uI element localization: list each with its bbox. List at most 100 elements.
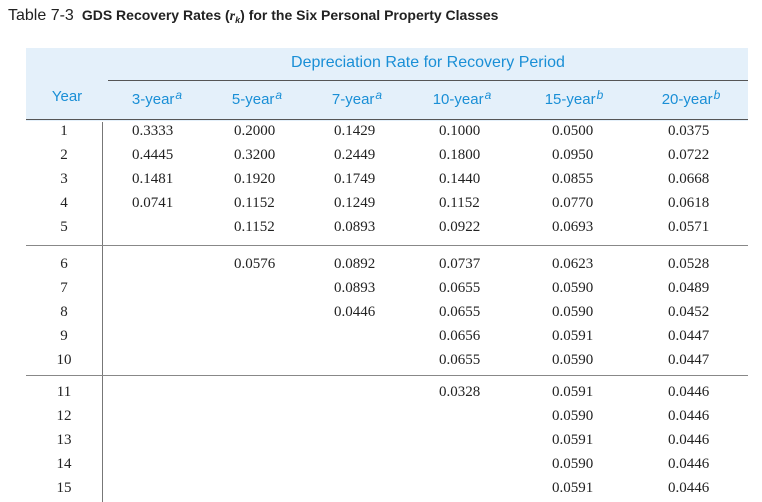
rate-cell: 0.2449 <box>334 147 376 163</box>
spanning-header-rule <box>108 80 748 81</box>
rate-cell: 0.1152 <box>234 195 275 211</box>
year-cell: 2 <box>60 147 68 163</box>
rate-cell: 0.0328 <box>439 384 481 400</box>
rate-cell: 0.0446 <box>668 432 710 448</box>
rate-cell: 0.1749 <box>334 171 376 187</box>
rate-cell: 0.0446 <box>668 456 710 472</box>
rate-cell: 0.0590 <box>552 408 594 424</box>
title-prefix: GDS Recovery Rates ( <box>81 7 230 23</box>
rate-cell: 0.0668 <box>668 171 710 187</box>
rate-cell: 0.0737 <box>439 256 481 272</box>
column-header-15-year: 15-yearb <box>524 88 624 110</box>
year-cell: 15 <box>56 480 72 496</box>
column-header-label: 7-year <box>331 91 375 108</box>
column-header-footnote: a <box>275 88 283 102</box>
rate-cell: 0.0893 <box>334 219 376 235</box>
rate-cell: 0.0591 <box>552 432 594 448</box>
rate-cell: 0.0446 <box>668 384 710 400</box>
rate-cell: 0.0655 <box>439 280 481 296</box>
column-header-3-year: 3-yeara <box>107 88 207 110</box>
title-subscript: k <box>235 15 241 25</box>
rate-cell: 0.0618 <box>668 195 710 211</box>
row-group-divider <box>26 245 748 246</box>
rate-cell: 0.0590 <box>552 280 594 296</box>
rate-cell: 0.0722 <box>668 147 710 163</box>
year-cell: 14 <box>56 456 72 472</box>
table-header-band <box>26 48 748 121</box>
year-cell: 1 <box>60 123 68 139</box>
rate-cell: 0.0590 <box>552 352 594 368</box>
rate-cell: 0.0446 <box>668 408 710 424</box>
row-group-divider <box>26 375 748 376</box>
column-header-label: 15-year <box>544 91 596 108</box>
rate-cell: 0.0655 <box>439 352 481 368</box>
rate-cell: 0.1800 <box>439 147 481 163</box>
title-symbol: r <box>229 9 236 24</box>
column-header-20-year: 20-yearb <box>641 88 741 110</box>
rate-cell: 0.0893 <box>334 280 376 296</box>
rate-cell: 0.0693 <box>552 219 594 235</box>
spanning-header: Depreciation Rate for Recovery Period <box>291 54 565 71</box>
rate-cell: 0.2000 <box>234 123 276 139</box>
rate-cell: 0.0855 <box>552 171 594 187</box>
rate-cell: 0.1440 <box>439 171 481 187</box>
year-column-divider <box>102 122 103 502</box>
table-caption: Table 7-3 GDS Recovery Rates (rk) for the… <box>8 7 498 25</box>
column-header-footnote: a <box>484 88 492 102</box>
title-suffix: ) for the Six Personal Property Classes <box>240 7 499 23</box>
rate-cell: 0.0656 <box>439 328 481 344</box>
table-number: Table 7-3 <box>8 7 74 24</box>
column-header-label: 20-year <box>661 91 713 108</box>
rate-cell: 0.1152 <box>439 195 480 211</box>
rate-cell: 0.0452 <box>668 304 710 320</box>
rate-cell: 0.0770 <box>552 195 594 211</box>
year-cell: 10 <box>56 352 72 368</box>
header-bottom-rule <box>26 119 748 120</box>
rate-cell: 0.1249 <box>334 195 376 211</box>
rate-cell: 0.1152 <box>234 219 275 235</box>
rate-cell: 0.0591 <box>552 480 594 496</box>
rate-cell: 0.0741 <box>132 195 174 211</box>
column-header-label: 3-year <box>131 91 175 108</box>
year-cell: 7 <box>60 280 68 296</box>
year-cell: 11 <box>56 384 72 400</box>
rate-cell: 0.0590 <box>552 304 594 320</box>
year-cell: 3 <box>60 171 68 187</box>
rate-cell: 0.0446 <box>334 304 376 320</box>
rate-cell: 0.0446 <box>668 480 710 496</box>
rate-cell: 0.0528 <box>668 256 710 272</box>
year-cell: 13 <box>56 432 72 448</box>
rate-cell: 0.0591 <box>552 328 594 344</box>
column-header-10-year: 10-yeara <box>412 88 512 110</box>
year-cell: 9 <box>60 328 68 344</box>
column-header-label: 5-year <box>231 91 275 108</box>
column-header-label: 10-year <box>432 91 484 108</box>
column-header-5-year: 5-yeara <box>207 88 307 110</box>
rate-cell: 0.3200 <box>234 147 276 163</box>
rate-cell: 0.0500 <box>552 123 594 139</box>
rate-cell: 0.1920 <box>234 171 276 187</box>
column-header-footnote: a <box>375 88 383 102</box>
table-title: GDS Recovery Rates (rk) for the Six Pers… <box>81 7 499 25</box>
year-cell: 12 <box>56 408 72 424</box>
rate-cell: 0.0571 <box>668 219 710 235</box>
year-cell: 6 <box>60 256 68 272</box>
rate-cell: 0.0489 <box>668 280 710 296</box>
rate-cell: 0.0655 <box>439 304 481 320</box>
rate-cell: 0.0591 <box>552 384 594 400</box>
rate-cell: 0.1000 <box>439 123 481 139</box>
rate-cell: 0.0447 <box>668 328 710 344</box>
year-cell: 8 <box>60 304 68 320</box>
rate-cell: 0.0950 <box>552 147 594 163</box>
year-cell: 4 <box>60 195 68 211</box>
rate-cell: 0.4445 <box>132 147 174 163</box>
rate-cell: 0.0590 <box>552 456 594 472</box>
rate-cell: 0.1481 <box>132 171 174 187</box>
column-header-footnote: a <box>175 88 183 102</box>
column-header-footnote: b <box>596 88 604 102</box>
rate-cell: 0.0576 <box>234 256 276 272</box>
rate-cell: 0.1429 <box>334 123 376 139</box>
rate-cell: 0.3333 <box>132 123 174 139</box>
column-header-footnote: b <box>713 88 721 102</box>
rate-cell: 0.0447 <box>668 352 710 368</box>
